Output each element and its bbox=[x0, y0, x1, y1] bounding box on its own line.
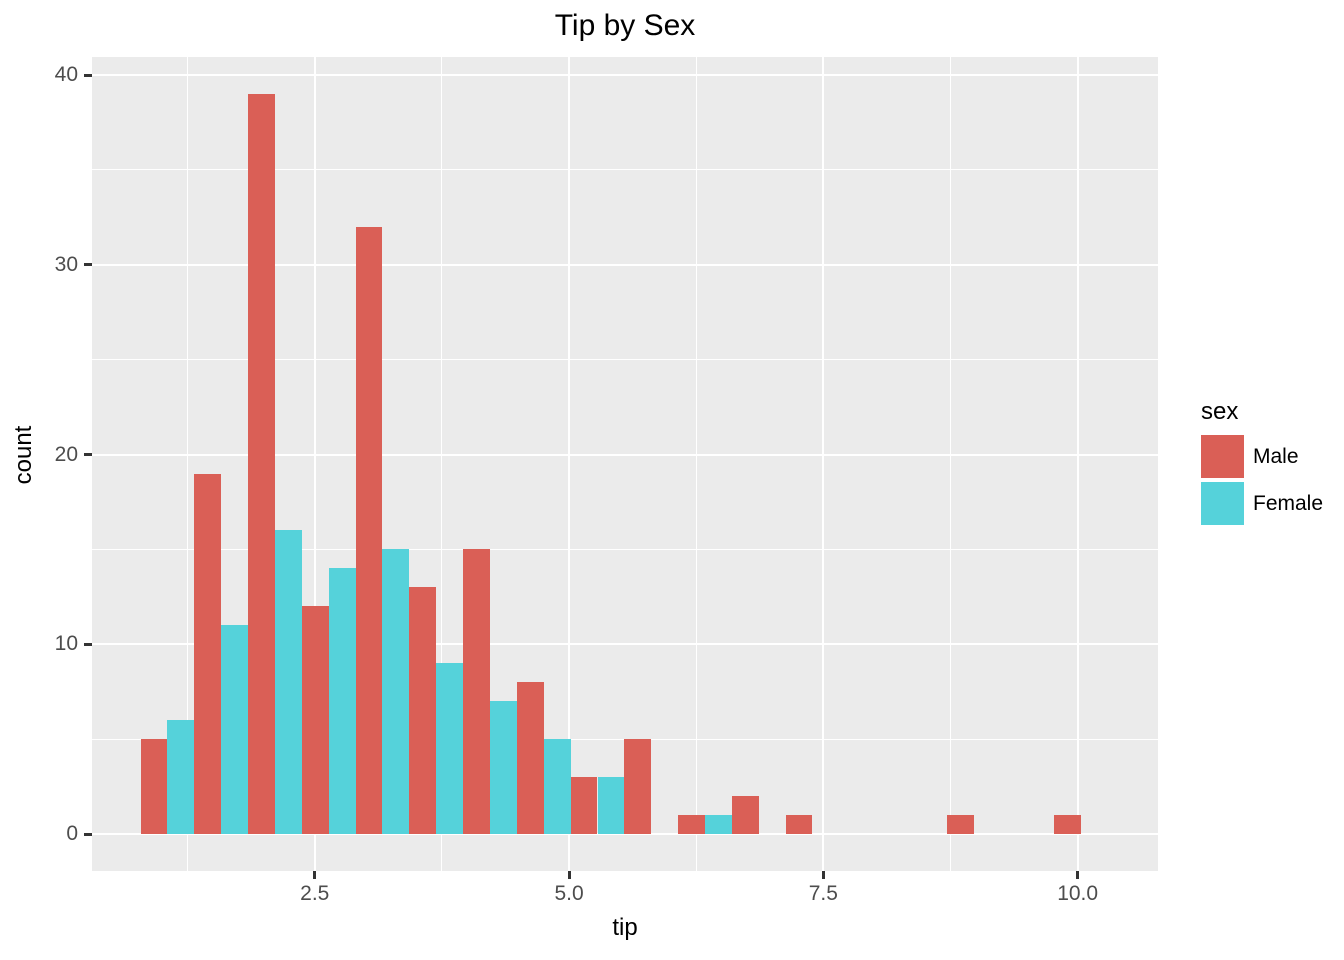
bar-male-bin12 bbox=[731, 796, 759, 834]
bar-female-bin1 bbox=[167, 720, 195, 834]
legend-label-female: Female bbox=[1253, 491, 1324, 515]
gridline-y-major bbox=[92, 74, 1158, 77]
gridline-x-major bbox=[1076, 57, 1079, 871]
y-tick-label: 0 bbox=[66, 822, 78, 845]
legend-item-male: Male bbox=[1201, 435, 1323, 478]
gridline-y-minor bbox=[92, 548, 1158, 550]
gridline-x-minor bbox=[441, 57, 443, 871]
legend-swatch-female-icon bbox=[1201, 482, 1244, 525]
gridline-y-major bbox=[92, 643, 1158, 646]
chart-title: Tip by Sex bbox=[554, 9, 696, 42]
bar-male-bin18 bbox=[1054, 815, 1082, 834]
bar-male-bin8 bbox=[516, 682, 544, 834]
legend-item-female: Female bbox=[1201, 482, 1323, 525]
y-tick-mark bbox=[84, 263, 92, 267]
legend: sex Male Female bbox=[1201, 398, 1323, 529]
gridline-x-major bbox=[822, 57, 825, 871]
bar-female-bin8 bbox=[543, 739, 571, 834]
x-tick-mark bbox=[821, 871, 825, 879]
bar-male-bin3 bbox=[248, 94, 275, 834]
gridline-x-minor bbox=[949, 57, 951, 871]
bar-female-bin7 bbox=[489, 701, 517, 834]
bar-male-bin6 bbox=[409, 587, 437, 834]
bar-female-bin4 bbox=[328, 568, 356, 834]
bar-male-bin5 bbox=[355, 226, 383, 834]
bar-male-bin16 bbox=[946, 815, 974, 834]
bar-male-bin4 bbox=[301, 606, 329, 834]
x-tick-mark bbox=[567, 871, 571, 879]
bar-male-bin13 bbox=[785, 815, 813, 834]
x-axis-title: tip bbox=[612, 914, 638, 941]
x-tick-label: 2.5 bbox=[300, 882, 330, 905]
bar-male-bin11 bbox=[678, 815, 705, 834]
y-tick-label: 40 bbox=[54, 63, 78, 87]
gridline-y-minor bbox=[92, 169, 1158, 171]
bar-male-bin2 bbox=[194, 473, 222, 834]
bar-male-bin7 bbox=[463, 549, 490, 834]
bar-female-bin3 bbox=[274, 530, 302, 834]
y-tick-mark bbox=[84, 73, 92, 77]
legend-swatch-male-icon bbox=[1201, 435, 1244, 478]
gridline-y-major bbox=[92, 453, 1158, 456]
gridline-y-minor bbox=[92, 359, 1158, 361]
gridline-x-major bbox=[568, 57, 571, 871]
x-tick-mark bbox=[313, 871, 317, 879]
x-tick-label: 10.0 bbox=[1057, 882, 1099, 905]
bar-female-bin2 bbox=[221, 625, 249, 834]
gridline-x-minor bbox=[695, 57, 697, 871]
bar-female-bin11 bbox=[705, 815, 732, 834]
legend-label-male: Male bbox=[1253, 444, 1299, 468]
gridline-y-major bbox=[92, 263, 1158, 266]
legend-title: sex bbox=[1201, 398, 1239, 425]
gridline-x-minor bbox=[187, 57, 189, 871]
bar-male-bin1 bbox=[140, 739, 168, 834]
x-tick-label: 7.5 bbox=[808, 882, 838, 905]
y-tick-label: 20 bbox=[54, 442, 78, 466]
y-tick-mark bbox=[84, 453, 92, 456]
gridline-y-major bbox=[92, 833, 1158, 835]
x-tick-mark bbox=[1076, 871, 1080, 879]
y-tick-label: 30 bbox=[54, 252, 78, 276]
gridline-x-major bbox=[313, 57, 316, 871]
x-tick-label: 5.0 bbox=[554, 882, 584, 905]
y-tick-mark bbox=[84, 642, 92, 646]
bar-female-bin6 bbox=[436, 663, 464, 834]
bar-male-bin9 bbox=[570, 777, 598, 834]
y-tick-label: 10 bbox=[54, 632, 78, 656]
plot-panel bbox=[92, 57, 1158, 871]
bar-male-bin10 bbox=[624, 739, 652, 834]
bar-female-bin5 bbox=[382, 549, 410, 834]
y-tick-mark bbox=[84, 832, 92, 836]
bar-female-bin9 bbox=[597, 777, 625, 834]
